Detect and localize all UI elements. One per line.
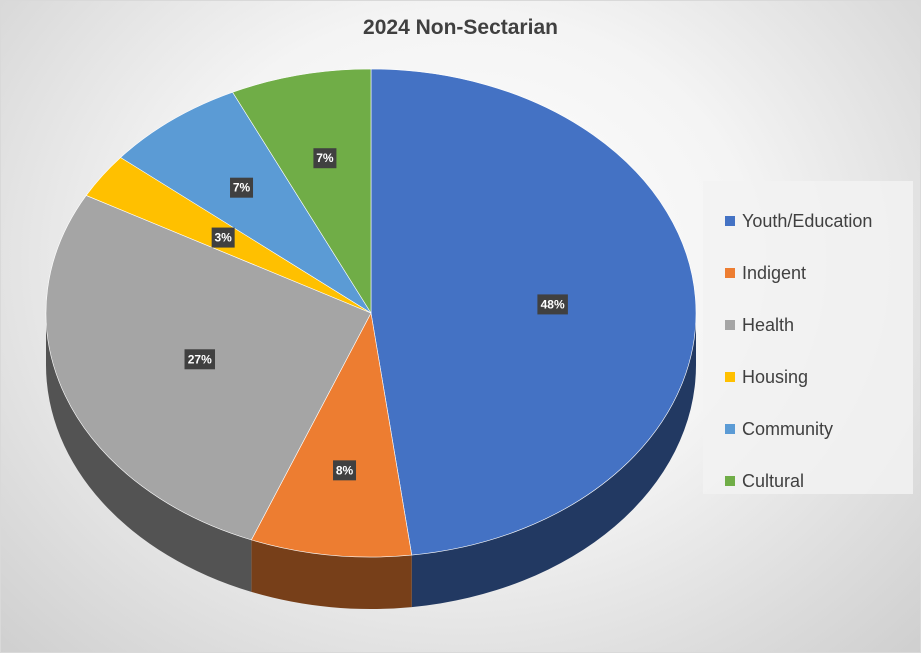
legend-label: Housing — [742, 366, 809, 387]
legend-item-housing: Housing — [725, 351, 913, 403]
pie-side-health — [46, 313, 252, 592]
legend-label: Youth/Education — [742, 210, 873, 231]
data-label-box — [230, 177, 254, 198]
legend-swatch — [725, 372, 735, 382]
data-label-box — [333, 460, 357, 481]
data-label-community: 7% — [230, 177, 254, 198]
chart-title: 2024 Non-Sectarian — [363, 16, 558, 39]
legend-swatch — [725, 320, 735, 330]
data-label-cultural: 7% — [313, 148, 337, 169]
legend-label: Cultural — [742, 470, 805, 491]
legend-swatch — [725, 476, 735, 486]
data-label-text: 7% — [233, 181, 251, 195]
pie-slice-cultural — [232, 68, 372, 315]
data-label-box — [313, 148, 337, 169]
data-label-text: 27% — [188, 352, 212, 366]
legend-swatch — [725, 268, 735, 278]
data-label-health: 27% — [184, 349, 216, 370]
legend-swatch — [725, 424, 735, 434]
data-label-housing: 3% — [211, 227, 235, 248]
legend-item-youth-education: Youth/Education — [725, 195, 913, 247]
data-label-text: 7% — [316, 151, 334, 165]
legend-swatch — [725, 216, 735, 226]
data-label-text: 3% — [214, 231, 232, 245]
data-label-box — [184, 349, 216, 370]
pie-side-youth-education — [411, 313, 696, 608]
data-label-youth-education: 48% — [537, 294, 568, 315]
pie-slice-youth-education — [370, 68, 697, 556]
pie-slice-indigent — [250, 312, 413, 558]
legend-label: Community — [742, 418, 834, 439]
data-label-box — [537, 294, 568, 315]
data-label-text: 8% — [336, 463, 354, 477]
data-label-text: 48% — [541, 297, 565, 311]
legend-label: Indigent — [742, 262, 807, 283]
legend-item-indigent: Indigent — [725, 247, 913, 299]
legend: Youth/Education Indigent Health Housing … — [703, 181, 913, 494]
data-label-indigent: 8% — [333, 460, 357, 481]
legend-item-community: Community — [725, 403, 913, 455]
data-label-box — [211, 227, 235, 248]
pie-slice-community — [120, 91, 372, 314]
pie-slices — [45, 68, 697, 558]
pie-data-labels: 48% 8% 27% 3% 7% 7% — [184, 148, 568, 481]
legend-item-health: Health — [725, 299, 913, 351]
legend-item-cultural: Cultural — [725, 455, 913, 507]
legend-label: Health — [742, 314, 795, 335]
